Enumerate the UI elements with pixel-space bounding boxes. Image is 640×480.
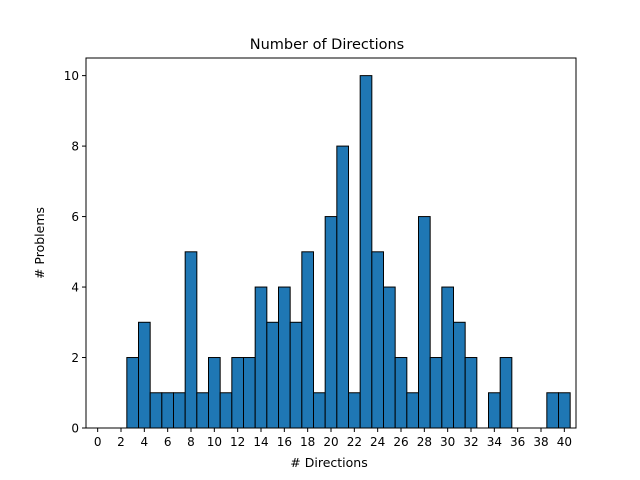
bar — [394, 357, 408, 429]
bar — [161, 392, 174, 429]
x-tick-label: 20 — [323, 435, 338, 449]
x-tick-label: 16 — [277, 435, 292, 449]
x-tick-label: 24 — [370, 435, 385, 449]
bar — [278, 286, 291, 429]
bar — [289, 321, 303, 429]
bar — [453, 321, 466, 429]
bar — [418, 216, 431, 429]
bar — [126, 357, 140, 429]
bar — [499, 357, 513, 429]
y-tick-label: 4 — [71, 281, 79, 295]
bar — [243, 357, 256, 429]
y-axis-label: # Problems — [32, 207, 47, 279]
bar — [348, 392, 361, 429]
x-tick-label: 10 — [207, 435, 222, 449]
bar — [441, 286, 455, 429]
x-tick-label: 12 — [230, 435, 245, 449]
bar — [359, 75, 373, 429]
bar — [254, 286, 268, 429]
bar — [196, 392, 209, 429]
x-tick-label: 0 — [94, 435, 102, 449]
x-tick-label: 36 — [510, 435, 525, 449]
y-tick-label: 10 — [64, 69, 79, 83]
bar — [324, 216, 338, 429]
bar — [371, 251, 385, 429]
x-axis-ticks: 0 2 4 6 8 10 12 14 16 18 20 22 24 26 28 30 32 34 36 38 40 — [94, 428, 572, 449]
y-axis-ticks: 0 2 4 6 8 10 — [64, 69, 86, 436]
bar — [219, 392, 233, 429]
y-tick-label: 6 — [71, 210, 79, 224]
x-tick-label: 34 — [487, 435, 502, 449]
bar — [313, 392, 326, 429]
x-tick-label: 32 — [463, 435, 478, 449]
y-tick-label: 2 — [71, 351, 79, 365]
bar — [208, 357, 221, 429]
bar — [488, 392, 501, 429]
x-tick-label: 18 — [300, 435, 315, 449]
bar — [558, 392, 571, 429]
y-tick-label: 0 — [71, 422, 79, 436]
bar — [149, 392, 163, 429]
x-tick-label: 6 — [164, 435, 172, 449]
x-tick-label: 2 — [117, 435, 125, 449]
x-axis-label: # Directions — [290, 455, 367, 470]
bars-group — [126, 75, 571, 429]
x-tick-label: 22 — [347, 435, 362, 449]
bar — [231, 357, 244, 429]
x-tick-label: 30 — [440, 435, 455, 449]
x-tick-label: 26 — [393, 435, 408, 449]
x-tick-label: 40 — [557, 435, 572, 449]
bar — [301, 251, 315, 429]
chart-title: Number of Directions — [250, 37, 405, 53]
bar — [184, 251, 198, 429]
bar — [406, 392, 420, 429]
y-tick-label: 8 — [71, 140, 79, 154]
x-tick-label: 4 — [141, 435, 149, 449]
bar — [336, 145, 350, 429]
bar — [383, 286, 396, 429]
bar — [429, 357, 443, 429]
bar — [464, 357, 478, 429]
bar — [173, 392, 186, 429]
x-tick-label: 38 — [533, 435, 548, 449]
x-tick-label: 28 — [417, 435, 432, 449]
x-tick-label: 8 — [187, 435, 195, 449]
bar — [546, 392, 559, 429]
x-tick-label: 14 — [253, 435, 268, 449]
bar — [138, 321, 151, 429]
bar — [266, 321, 280, 429]
